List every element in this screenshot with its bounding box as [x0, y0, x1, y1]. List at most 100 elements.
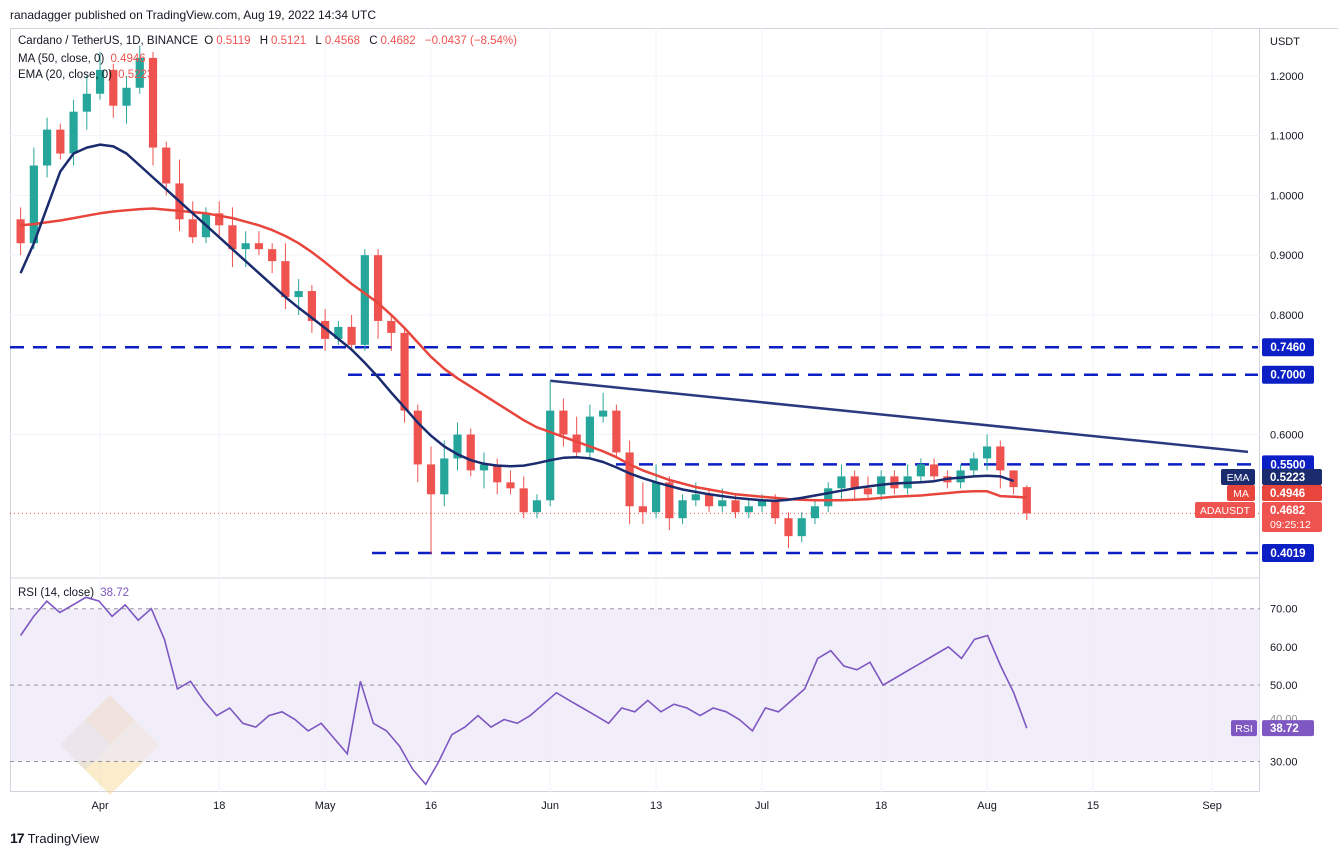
- publisher-caption: ranadagger published on TradingView.com,…: [10, 8, 377, 22]
- candle-body: [797, 518, 806, 537]
- ohlc-legend: Cardano / TetherUS, 1D, BINANCE O 0.5119 …: [18, 35, 520, 47]
- chart-frame[interactable]: [10, 28, 1260, 792]
- candle-body: [135, 57, 144, 88]
- low-label: L 0.4568: [315, 35, 361, 47]
- candle: [982, 434, 992, 471]
- date-tick-label: Jul: [755, 800, 769, 812]
- tradingview-logo[interactable]: 17 TradingView: [10, 830, 99, 846]
- candle-body: [373, 255, 383, 321]
- ma-50-path: [20, 207, 1027, 502]
- level-tag-text: 0.7460: [1270, 342, 1305, 354]
- price-tick-label: 1.0000: [1270, 190, 1304, 202]
- candle: [559, 398, 568, 447]
- candle-body: [56, 129, 65, 154]
- candle: [175, 159, 184, 232]
- candle: [56, 123, 65, 160]
- rsi-legend[interactable]: RSI (14, close) 38.72: [18, 587, 132, 599]
- price-axis[interactable]: [1260, 28, 1338, 792]
- price-tags: 0.7460 0.7000 0.5500 0.4019 EMA 0.5223 MA 0.494…: [1195, 338, 1322, 737]
- candle: [863, 476, 873, 501]
- rsi-tag-name: RSI: [1235, 723, 1253, 735]
- candle-body: [413, 410, 422, 465]
- date-tick-label: 13: [650, 800, 662, 812]
- candle-body: [691, 494, 700, 501]
- rsi-tag-value-bg: [1262, 720, 1314, 737]
- price-tick-label: 1.2000: [1270, 71, 1304, 83]
- candle: [810, 500, 820, 525]
- level-tag-bg: [1262, 338, 1314, 357]
- candle: [638, 482, 647, 525]
- candle: [387, 314, 396, 351]
- candle-body: [281, 261, 290, 298]
- open-label: O 0.5119: [204, 35, 251, 47]
- candle: [135, 45, 144, 94]
- rsi-tick-label: 70.00: [1270, 604, 1298, 616]
- candle-body: [307, 291, 316, 321]
- candle-body: [638, 506, 647, 513]
- candle: [466, 428, 475, 477]
- candle-body: [95, 69, 105, 94]
- rsi-line: [19, 596, 1028, 786]
- ma-legend[interactable]: MA (50, close, 0) 0.4946: [18, 53, 149, 65]
- candle: [122, 75, 131, 124]
- candle-body: [440, 458, 449, 495]
- indicator-tag-name-bg: [1195, 502, 1255, 518]
- candle: [479, 452, 489, 489]
- level-tag-bg: [1262, 455, 1314, 474]
- date-tick-label: 18: [213, 800, 225, 812]
- symbol-name[interactable]: Cardano / TetherUS, 1D, BINANCE: [18, 35, 199, 47]
- high-label: H 0.5121: [259, 35, 307, 47]
- candle-body: [42, 129, 52, 166]
- high-value: 0.5121: [271, 35, 307, 47]
- ema-legend[interactable]: EMA (20, close, 0) 0.5223: [18, 69, 156, 81]
- ema-20-path: [19, 143, 1015, 503]
- candle: [215, 201, 224, 238]
- indicator-tag-value-bg: [1262, 502, 1322, 532]
- candle-body: [479, 464, 489, 471]
- candle-body: [148, 57, 158, 148]
- axis-unit-label: USDT: [1270, 36, 1300, 48]
- candle: [771, 494, 780, 525]
- candle-body: [678, 500, 687, 519]
- candle: [612, 404, 621, 459]
- level-tag-bg: [1262, 365, 1314, 384]
- change-value: −0.0437 (−8.54%): [424, 35, 517, 47]
- candle: [996, 440, 1005, 489]
- candle: [916, 458, 925, 483]
- candle: [188, 201, 197, 244]
- candle: [334, 320, 343, 345]
- candle-body: [982, 446, 992, 459]
- candle: [493, 458, 502, 495]
- candle-body: [241, 243, 250, 250]
- indicator-tag-value-bg: [1262, 485, 1322, 501]
- rsi-tick-label: 50.00: [1270, 680, 1298, 692]
- candle-body: [704, 494, 714, 507]
- trendline: [550, 379, 1249, 454]
- indicator-tag-name-bg: [1227, 485, 1255, 501]
- date-tick-label: Apr: [91, 800, 108, 812]
- candle: [268, 243, 277, 274]
- candle: [824, 482, 833, 513]
- candle: [903, 464, 912, 495]
- ma-legend-value: 0.4946: [110, 53, 146, 65]
- candle: [797, 512, 806, 543]
- open-value: 0.5119: [216, 35, 251, 47]
- tv-brand-text: TradingView: [27, 830, 100, 846]
- candle: [1022, 485, 1031, 521]
- date-tick-label: May: [315, 800, 336, 812]
- candle: [321, 308, 330, 351]
- candle-body: [930, 464, 939, 477]
- candle: [519, 476, 528, 519]
- price-tick-label: 0.8000: [1270, 310, 1304, 322]
- candles: [16, 45, 1031, 555]
- candle-body: [162, 147, 171, 184]
- level-price-tag: 0.7000: [1262, 365, 1314, 384]
- candle-body: [360, 255, 369, 345]
- date-tick-label: 15: [1087, 800, 1099, 812]
- date-tick-label: Sep: [1202, 800, 1222, 812]
- candle-body: [493, 464, 502, 483]
- candle: [360, 249, 369, 351]
- indicator-tag-name-bg: [1221, 469, 1255, 485]
- candle: [307, 285, 316, 333]
